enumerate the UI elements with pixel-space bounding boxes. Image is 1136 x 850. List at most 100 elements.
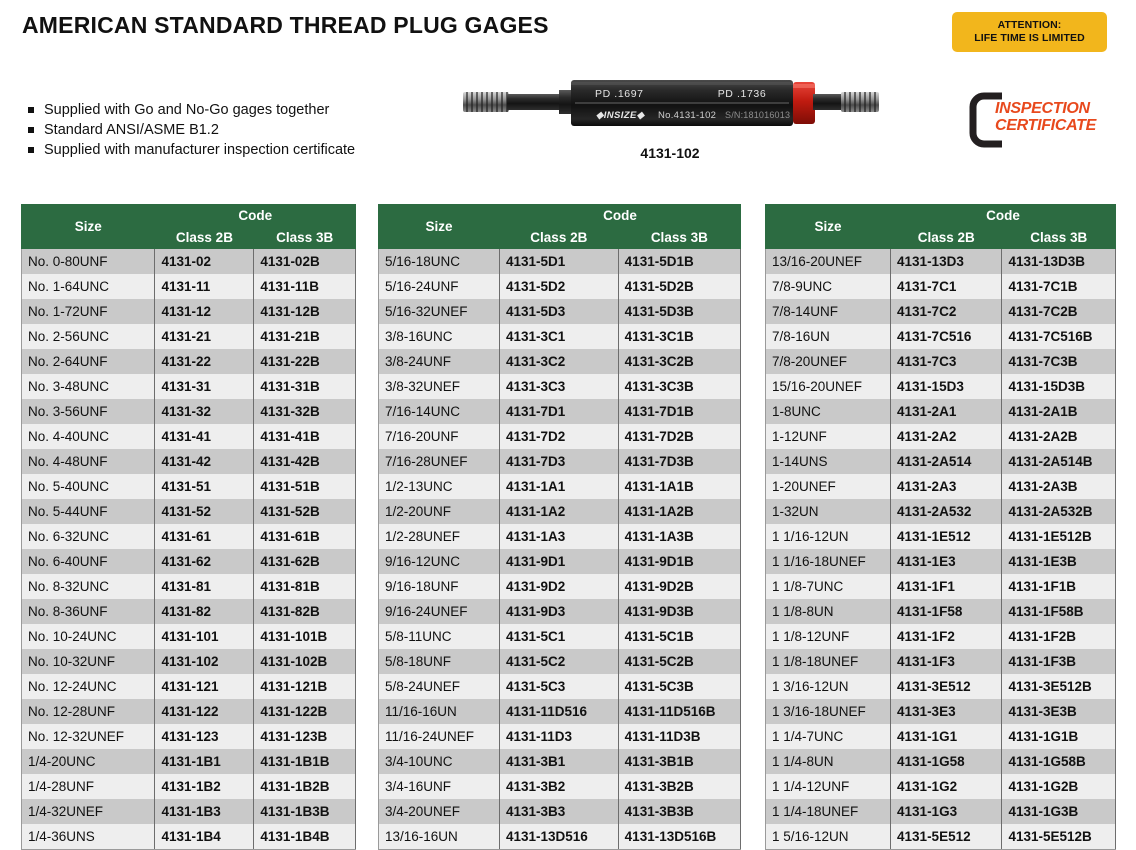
cell-size: 7/8-9UNC	[764, 274, 892, 299]
table-row: 5/8-11UNC 4131-5C1 4131-5C1B	[378, 624, 742, 649]
cell-class-3b: 4131-61B	[253, 524, 356, 549]
cell-class-2b: 4131-13D3	[890, 248, 1003, 274]
cell-class-2b: 4131-52	[154, 499, 255, 524]
cell-class-3b: 4131-1E3B	[1001, 549, 1116, 574]
cell-class-2b: 4131-122	[154, 699, 255, 724]
cell-class-3b: 4131-5D1B	[617, 248, 742, 274]
cell-class-2b: 4131-1A1	[498, 474, 619, 499]
cell-class-2b: 4131-61	[154, 524, 255, 549]
cell-size: 1 1/8-12UNF	[764, 624, 892, 649]
cell-class-2b: 4131-7C516	[890, 324, 1003, 349]
cell-class-3b: 4131-7C516B	[1001, 324, 1116, 349]
table-row: 5/16-18UNC 4131-5D1 4131-5D1B	[378, 248, 742, 274]
table-row: 5/16-32UNEF 4131-5D3 4131-5D3B	[378, 299, 742, 324]
cell-size: 5/16-24UNF	[378, 274, 500, 299]
column-header-code: Code	[498, 204, 742, 227]
inspection-certificate-badge: INSPECTION CERTIFICATE	[968, 92, 1118, 148]
table-row: No. 4-48UNF 4131-42 4131-42B	[20, 449, 356, 474]
cell-class-3b: 4131-5D2B	[617, 274, 742, 299]
table-row: No. 1-72UNF 4131-12 4131-12B	[20, 299, 356, 324]
column-header-size: Size	[764, 204, 892, 249]
table-row: No. 3-48UNC 4131-31 4131-31B	[20, 374, 356, 399]
cell-size: 5/16-18UNC	[378, 248, 500, 274]
cell-size: No. 10-24UNC	[20, 624, 156, 649]
cell-size: 7/8-16UN	[764, 324, 892, 349]
column-header-class-3b: Class 3B	[1001, 226, 1116, 249]
cell-size: 5/8-18UNF	[378, 649, 500, 674]
cell-class-3b: 4131-7C1B	[1001, 274, 1116, 299]
column-header-size: Size	[378, 204, 500, 249]
cell-class-3b: 4131-1A3B	[617, 524, 742, 549]
table-row: 3/8-16UNC 4131-3C1 4131-3C1B	[378, 324, 742, 349]
cell-size: 1-12UNF	[764, 424, 892, 449]
cell-size: No. 4-48UNF	[20, 449, 156, 474]
table-row: 1 3/16-12UN 4131-3E512 4131-3E512B	[764, 674, 1116, 699]
inspection-badge-line2: CERTIFICATE	[995, 117, 1096, 134]
cell-class-3b: 4131-02B	[253, 248, 356, 274]
table-row: 1-20UNEF 4131-2A3 4131-2A3B	[764, 474, 1116, 499]
table-row: No. 5-40UNC 4131-51 4131-51B	[20, 474, 356, 499]
table-row: No. 12-24UNC 4131-121 4131-121B	[20, 674, 356, 699]
cell-class-2b: 4131-1F2	[890, 624, 1003, 649]
cell-size: 3/8-16UNC	[378, 324, 500, 349]
cell-class-2b: 4131-15D3	[890, 374, 1003, 399]
cell-class-3b: 4131-101B	[253, 624, 356, 649]
cell-class-2b: 4131-5D2	[498, 274, 619, 299]
cell-size: No. 6-32UNC	[20, 524, 156, 549]
cell-class-3b: 4131-1A1B	[617, 474, 742, 499]
cell-class-3b: 4131-1B1B	[253, 749, 356, 774]
table-row: 1/4-20UNC 4131-1B1 4131-1B1B	[20, 749, 356, 774]
svg-text:PD .1697: PD .1697	[595, 88, 644, 100]
cell-class-3b: 4131-22B	[253, 349, 356, 374]
cell-size: 11/16-24UNEF	[378, 724, 500, 749]
cell-class-2b: 4131-13D516	[498, 824, 619, 850]
gage-table-2: Size Code Class 2B Class 3B 5/16-18UNC 41…	[378, 204, 742, 850]
cell-class-3b: 4131-3B3B	[617, 799, 742, 824]
cell-size: 9/16-18UNF	[378, 574, 500, 599]
table-row: 3/4-16UNF 4131-3B2 4131-3B2B	[378, 774, 742, 799]
cell-size: 1 3/16-18UNEF	[764, 699, 892, 724]
table-row: 1-14UNS 4131-2A514 4131-2A514B	[764, 449, 1116, 474]
table-row: 1-32UN 4131-2A532 4131-2A532B	[764, 499, 1116, 524]
table-row: 7/16-28UNEF 4131-7D3 4131-7D3B	[378, 449, 742, 474]
table-row: No. 6-40UNF 4131-62 4131-62B	[20, 549, 356, 574]
table-row: 9/16-12UNC 4131-9D1 4131-9D1B	[378, 549, 742, 574]
cell-class-3b: 4131-1B4B	[253, 824, 356, 850]
cell-class-3b: 4131-1G3B	[1001, 799, 1116, 824]
table-row: 13/16-20UNEF 4131-13D3 4131-13D3B	[764, 248, 1116, 274]
cell-class-2b: 4131-51	[154, 474, 255, 499]
table-row: 7/8-20UNEF 4131-7C3 4131-7C3B	[764, 349, 1116, 374]
cell-class-3b: 4131-62B	[253, 549, 356, 574]
cell-class-3b: 4131-9D3B	[617, 599, 742, 624]
cell-size: No. 12-28UNF	[20, 699, 156, 724]
cell-class-2b: 4131-3C2	[498, 349, 619, 374]
cell-class-2b: 4131-32	[154, 399, 255, 424]
cell-class-3b: 4131-12B	[253, 299, 356, 324]
cell-class-2b: 4131-1A2	[498, 499, 619, 524]
cell-size: 1 1/16-12UN	[764, 524, 892, 549]
table-header: Size Code Class 2B Class 3B	[378, 204, 742, 249]
cell-size: No. 3-56UNF	[20, 399, 156, 424]
cell-class-3b: 4131-52B	[253, 499, 356, 524]
cell-size: 3/8-32UNEF	[378, 374, 500, 399]
table-row: No. 3-56UNF 4131-32 4131-32B	[20, 399, 356, 424]
cell-size: 9/16-24UNEF	[378, 599, 500, 624]
cell-class-2b: 4131-11D516	[498, 699, 619, 724]
cell-size: 5/8-24UNEF	[378, 674, 500, 699]
cell-class-2b: 4131-3E3	[890, 699, 1003, 724]
cell-size: No. 4-40UNC	[20, 424, 156, 449]
cell-class-3b: 4131-1F1B	[1001, 574, 1116, 599]
cell-class-2b: 4131-2A3	[890, 474, 1003, 499]
table-row: 1-12UNF 4131-2A2 4131-2A2B	[764, 424, 1116, 449]
cell-class-2b: 4131-1G58	[890, 749, 1003, 774]
table-body: No. 0-80UNF 4131-02 4131-02B No. 1-64UNC 413…	[20, 248, 356, 850]
table-row: No. 5-44UNF 4131-52 4131-52B	[20, 499, 356, 524]
table-row: 9/16-18UNF 4131-9D2 4131-9D2B	[378, 574, 742, 599]
attention-badge: ATTENTION: LIFE TIME IS LIMITED	[952, 12, 1107, 52]
cell-class-3b: 4131-1G2B	[1001, 774, 1116, 799]
cell-class-3b: 4131-2A3B	[1001, 474, 1116, 499]
cell-class-2b: 4131-5D3	[498, 299, 619, 324]
cell-size: 1 1/8-7UNC	[764, 574, 892, 599]
table-row: No. 0-80UNF 4131-02 4131-02B	[20, 248, 356, 274]
cell-class-2b: 4131-1B1	[154, 749, 255, 774]
